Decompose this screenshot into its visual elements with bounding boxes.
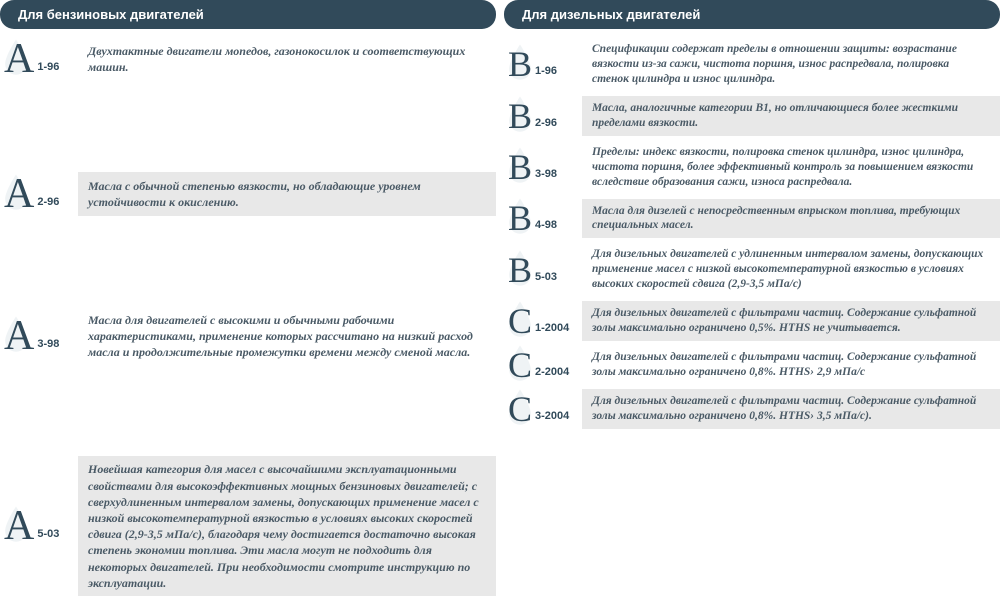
- gasoline-column: Для бензиновых двигателей A1-96Двухтактн…: [0, 0, 500, 598]
- diesel-header: Для дизельных двигателей: [504, 0, 1000, 29]
- spec-letter: C: [508, 347, 532, 383]
- spec-letter: B: [508, 98, 532, 134]
- spec-desc: Для дизельных двигателей с фильтрами час…: [582, 390, 994, 428]
- spec-row: C3-2004Для дизельных двигателей с фильтр…: [504, 387, 1000, 431]
- spec-label: B3-98: [504, 149, 582, 185]
- spec-label: B1-96: [504, 46, 582, 82]
- spec-desc: Спецификации содержат пределы в отношени…: [582, 38, 994, 91]
- spec-desc: Масла для дизелей с непосредственным впр…: [582, 200, 994, 238]
- spec-desc: Новейшая категория для масел с высочайши…: [78, 457, 490, 595]
- spec-desc: Для дизельных двигателей с фильтрами час…: [582, 302, 994, 340]
- gasoline-header: Для бензиновых двигателей: [0, 0, 496, 29]
- diesel-column: Для дизельных двигателей B1-96Спецификац…: [500, 0, 1000, 598]
- spec-desc: Масла, аналогичные категории В1, но отли…: [582, 97, 994, 135]
- spec-row: A3-98Масла для двигателей с высокими и о…: [0, 305, 496, 368]
- spec-label: B4-98: [504, 200, 582, 236]
- spec-sub: 2-96: [535, 117, 557, 129]
- spec-sub: 1-96: [37, 61, 59, 73]
- spec-letter: B: [508, 149, 532, 185]
- spec-sub: 3-2004: [535, 410, 569, 422]
- spec-desc: Двухтактные двигатели мопедов, газонокос…: [78, 39, 490, 79]
- spec-sub: 5-03: [37, 528, 59, 540]
- spec-row: B4-98Масла для дизелей с непосредственны…: [504, 197, 1000, 241]
- spec-sub: 2-2004: [535, 366, 569, 378]
- spec-row: C2-2004Для дизельных двигателей с фильтр…: [504, 343, 1000, 387]
- spec-letter: A: [4, 315, 34, 357]
- spec-desc: Масла с обычной степенью вязкости, но об…: [78, 174, 490, 214]
- spec-sub: 3-98: [535, 168, 557, 180]
- spec-label: A1-96: [0, 38, 78, 80]
- spec-label: A3-98: [0, 315, 78, 357]
- spec-label: B2-96: [504, 98, 582, 134]
- spec-row: A1-96Двухтактные двигатели мопедов, газо…: [0, 35, 496, 83]
- gasoline-rows: A1-96Двухтактные двигатели мопедов, газо…: [0, 35, 496, 598]
- spec-label: C2-2004: [504, 347, 582, 383]
- spec-letter: C: [508, 391, 532, 427]
- spec-letter: A: [4, 173, 34, 215]
- spec-letter: B: [508, 46, 532, 82]
- spec-letter: B: [508, 200, 532, 236]
- spec-label: C3-2004: [504, 391, 582, 427]
- spec-sub: 3-98: [37, 338, 59, 350]
- spec-sub: 1-2004: [535, 322, 569, 334]
- spec-row: C1-2004Для дизельных двигателей с фильтр…: [504, 299, 1000, 343]
- spec-sub: 2-96: [37, 196, 59, 208]
- spec-sub: 1-96: [535, 65, 557, 77]
- spec-label: C1-2004: [504, 303, 582, 339]
- spec-letter: A: [4, 38, 34, 80]
- spec-letter: C: [508, 303, 532, 339]
- spec-table: Для бензиновых двигателей A1-96Двухтактн…: [0, 0, 1000, 598]
- spec-row: A2-96Масла с обычной степенью вязкости, …: [0, 170, 496, 218]
- spec-label: A2-96: [0, 173, 78, 215]
- spec-row: B2-96Масла, аналогичные категории В1, но…: [504, 94, 1000, 138]
- spec-letter: A: [4, 505, 34, 547]
- spec-label: B5-03: [504, 252, 582, 288]
- spec-label: A5-03: [0, 505, 78, 547]
- spec-desc: Масла для двигателей с высокими и обычны…: [78, 308, 490, 365]
- spec-row: A5-03Новейшая категория для масел с высо…: [0, 454, 496, 598]
- spec-sub: 5-03: [535, 271, 557, 283]
- spec-row: B1-96Спецификации содержат пределы в отн…: [504, 35, 1000, 94]
- spec-sub: 4-98: [535, 219, 557, 231]
- diesel-rows: B1-96Спецификации содержат пределы в отн…: [504, 35, 1000, 598]
- spec-row: B3-98Пределы: индекс вязкости, полировка…: [504, 138, 1000, 197]
- spec-desc: Для дизельных двигателей с фильтрами час…: [582, 346, 994, 384]
- spec-desc: Пределы: индекс вязкости, полировка стен…: [582, 141, 994, 194]
- spec-desc: Для дизельных двигателей с удлиненным ин…: [582, 243, 994, 296]
- spec-letter: B: [508, 252, 532, 288]
- spec-row: B5-03Для дизельных двигателей с удлиненн…: [504, 240, 1000, 299]
